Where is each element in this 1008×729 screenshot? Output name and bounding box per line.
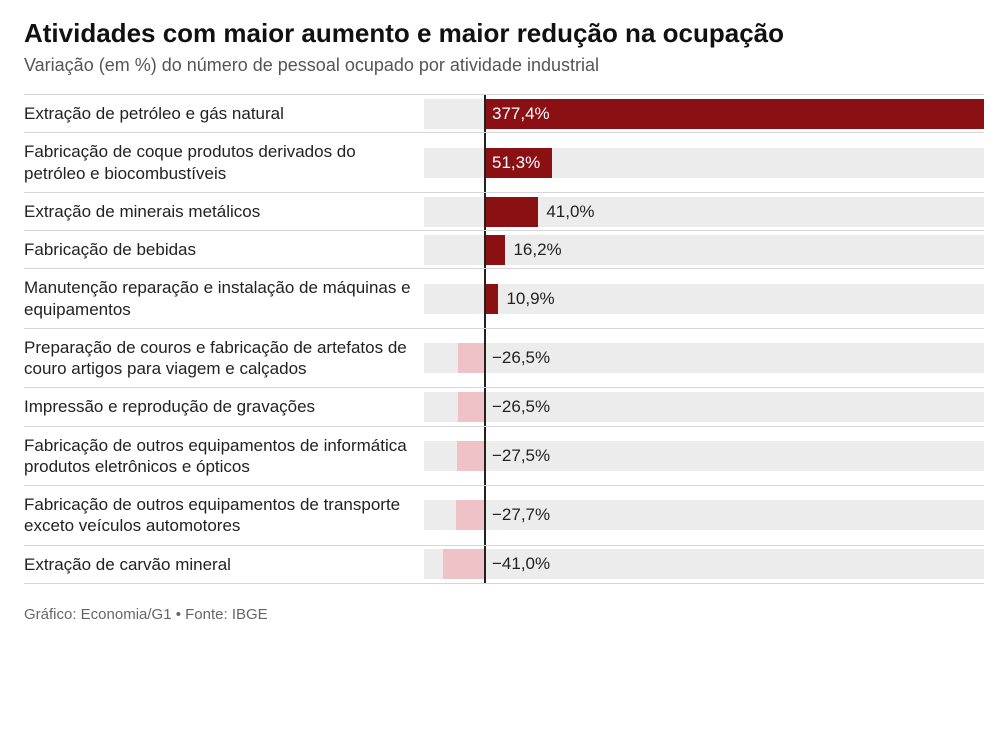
zero-axis [484, 546, 486, 583]
bar-chart: Extração de petróleo e gás natural 377,4%… [24, 94, 984, 584]
row-bar-cell: 377,4% [424, 95, 984, 132]
row-bar-cell: −41,0% [424, 546, 984, 583]
row-label: Preparação de couros e fabricação de art… [24, 329, 424, 388]
zero-axis [484, 388, 486, 425]
row-label: Manutenção reparação e instalação de máq… [24, 269, 424, 328]
row-label: Impressão e reprodução de gravações [24, 388, 424, 425]
zero-axis [484, 329, 486, 388]
bar [443, 549, 484, 579]
zero-axis [484, 486, 486, 545]
chart-row: Fabricação de outros equipamentos de tra… [24, 486, 984, 546]
row-bar-cell: 16,2% [424, 231, 984, 268]
zero-axis [484, 269, 486, 328]
row-label: Fabricação de bebidas [24, 231, 424, 268]
chart-row: Preparação de couros e fabricação de art… [24, 329, 984, 389]
bar [484, 284, 498, 314]
bar [484, 197, 538, 227]
bar [457, 441, 485, 471]
bar [458, 343, 485, 373]
bar-value: −26,5% [492, 397, 550, 417]
zero-axis [484, 193, 486, 230]
zero-axis [484, 95, 486, 132]
chart-row: Fabricação de bebidas 16,2% [24, 231, 984, 269]
row-label: Extração de petróleo e gás natural [24, 95, 424, 132]
bar [484, 235, 505, 265]
row-label: Extração de minerais metálicos [24, 193, 424, 230]
bar-value: 51,3% [492, 153, 540, 173]
row-label: Fabricação de outros equipamentos de tra… [24, 486, 424, 545]
chart-row: Extração de carvão mineral −41,0% [24, 546, 984, 584]
zero-axis [484, 133, 486, 192]
zero-axis [484, 231, 486, 268]
bar-value: −27,7% [492, 505, 550, 525]
bar-value: 41,0% [546, 202, 594, 222]
chart-row: Extração de petróleo e gás natural 377,4% [24, 94, 984, 133]
row-label: Fabricação de coque produtos derivados d… [24, 133, 424, 192]
bar-value: 16,2% [513, 240, 561, 260]
chart-row: Fabricação de outros equipamentos de inf… [24, 427, 984, 487]
bar-value: 377,4% [492, 104, 550, 124]
bar-value: 10,9% [506, 289, 554, 309]
chart-subtitle: Variação (em %) do número de pessoal ocu… [24, 55, 984, 76]
chart-row: Impressão e reprodução de gravações −26,5… [24, 388, 984, 426]
row-bar-cell: −27,7% [424, 486, 984, 545]
bar-value: −26,5% [492, 348, 550, 368]
row-label: Fabricação de outros equipamentos de inf… [24, 427, 424, 486]
chart-footer: Gráfico: Economia/G1 • Fonte: IBGE [24, 606, 984, 623]
bar [458, 392, 485, 422]
bar [456, 500, 484, 530]
row-bar-cell: −26,5% [424, 329, 984, 388]
row-bar-cell: −26,5% [424, 388, 984, 425]
row-bar-cell: 51,3% [424, 133, 984, 192]
row-bar-cell: 10,9% [424, 269, 984, 328]
zero-axis [484, 427, 486, 486]
row-label: Extração de carvão mineral [24, 546, 424, 583]
row-bar-cell: −27,5% [424, 427, 984, 486]
bar-track [424, 235, 984, 265]
chart-title: Atividades com maior aumento e maior red… [24, 18, 984, 49]
bar [484, 99, 984, 129]
bar-value: −27,5% [492, 446, 550, 466]
chart-row: Manutenção reparação e instalação de máq… [24, 269, 984, 329]
chart-row: Fabricação de coque produtos derivados d… [24, 133, 984, 193]
chart-row: Extração de minerais metálicos 41,0% [24, 193, 984, 231]
bar-value: −41,0% [492, 554, 550, 574]
row-bar-cell: 41,0% [424, 193, 984, 230]
